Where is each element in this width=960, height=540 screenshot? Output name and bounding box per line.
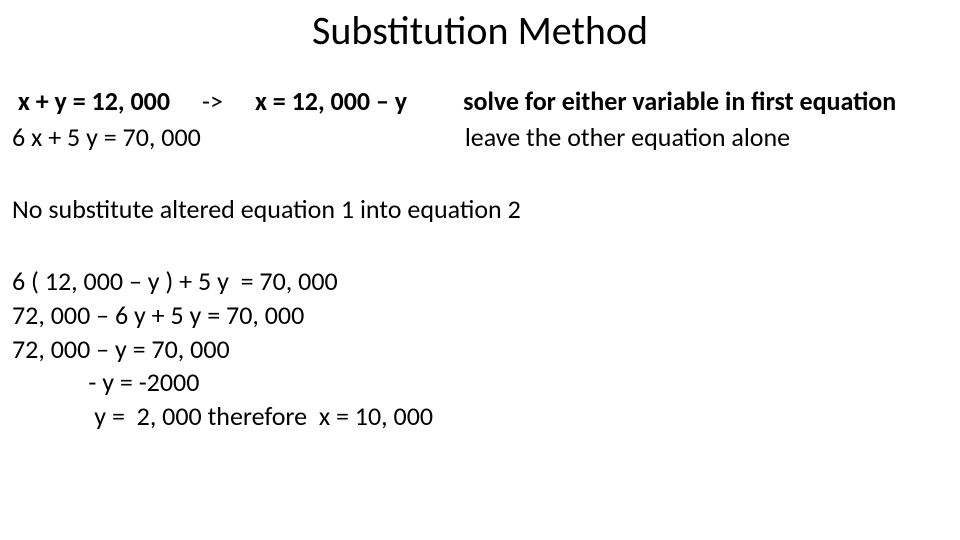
- work-line-3: 72, 000 – y = 70, 000: [12, 333, 948, 367]
- work-line-2: 72, 000 – 6 y + 5 y = 70, 000: [12, 299, 948, 333]
- work-line-5: y = 2, 000 therefore x = 10, 000: [12, 400, 948, 434]
- work-line-1: 6 ( 12, 000 – y ) + 5 y = 70, 000: [12, 265, 948, 299]
- note-1: solve for either variable in first equat…: [463, 85, 896, 117]
- equation-row-2: 6 x + 5 y = 70, 000 leave the other equa…: [12, 121, 948, 153]
- page-title: Substitution Method: [0, 0, 960, 85]
- equation-1: x + y = 12, 000: [12, 85, 170, 117]
- equation-2: 6 x + 5 y = 70, 000: [12, 121, 201, 153]
- equation-row-1: x + y = 12, 000 -> x = 12, 000 – y solve…: [12, 85, 948, 117]
- arrow-symbol: ->: [202, 85, 223, 117]
- content-area: x + y = 12, 000 -> x = 12, 000 – y solve…: [0, 85, 960, 434]
- work-line-4: - y = -2000: [12, 366, 948, 400]
- instruction-text: No substitute altered equation 1 into eq…: [12, 193, 948, 225]
- note-2: leave the other equation alone: [465, 121, 790, 153]
- solved-equation: x = 12, 000 – y: [255, 85, 407, 117]
